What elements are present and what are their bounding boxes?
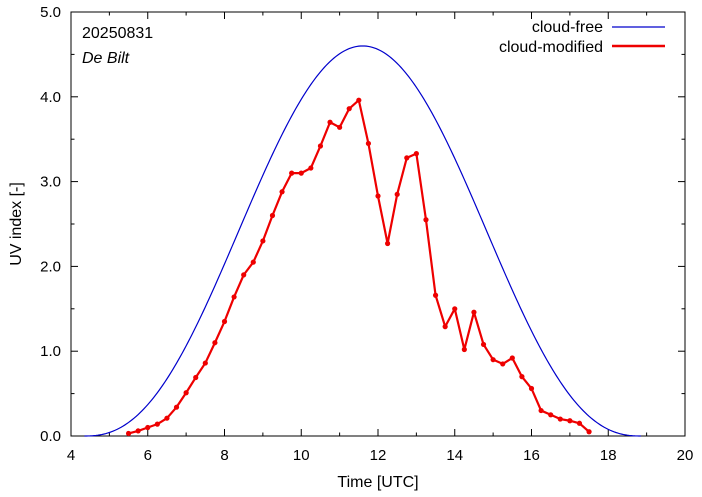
x-tick-label-4: 4 <box>67 447 75 464</box>
y-tick-label-3.0: 3.0 <box>40 174 61 191</box>
legend-label-cloud-free: cloud-free <box>532 19 603 36</box>
data-point-cloud-modified-0 <box>125 430 132 437</box>
y-tick-label-0.0: 0.0 <box>40 428 61 445</box>
data-point-cloud-modified-44 <box>548 412 554 418</box>
data-point-cloud-modified-33 <box>442 324 448 330</box>
data-point-cloud-modified-46 <box>567 418 573 424</box>
data-point-cloud-modified-48 <box>586 429 592 435</box>
data-point-cloud-modified-1 <box>135 428 141 434</box>
data-point-cloud-modified-21 <box>327 119 333 125</box>
data-point-cloud-modified-12 <box>241 272 247 278</box>
data-point-cloud-modified-23 <box>346 106 352 112</box>
data-point-cloud-modified-28 <box>394 191 400 197</box>
data-point-cloud-modified-8 <box>202 360 208 366</box>
axis-ticks <box>70 11 686 437</box>
data-point-cloud-modified-29 <box>404 155 410 161</box>
data-point-cloud-modified-47 <box>576 420 583 426</box>
data-point-cloud-modified-34 <box>452 306 458 312</box>
y-tick-label-5.0: 5.0 <box>40 4 61 21</box>
x-tick-label-10: 10 <box>293 447 310 464</box>
data-point-cloud-modified-10 <box>221 318 228 325</box>
data-point-cloud-modified-38 <box>490 357 496 363</box>
x-tick-label-16: 16 <box>523 447 540 464</box>
data-point-cloud-modified-20 <box>317 143 324 149</box>
data-point-cloud-modified-26 <box>375 193 381 199</box>
x-tick-label-20: 20 <box>677 447 694 464</box>
data-point-cloud-modified-11 <box>231 294 237 300</box>
legend-label-cloud-modified: cloud-modified <box>499 39 603 56</box>
data-point-cloud-modified-30 <box>413 151 419 157</box>
data-point-cloud-modified-42 <box>528 385 535 392</box>
tick-labels: 4 6 8 10 12 14 16 18 20 0.0 1.0 2.0 3.0 4.0 5.0 <box>40 4 693 464</box>
x-tick-label-18: 18 <box>600 447 617 464</box>
data-point-cloud-modified-31 <box>423 217 429 223</box>
data-point-cloud-modified-27 <box>384 240 391 247</box>
data-point-cloud-modified-37 <box>480 341 487 348</box>
data-point-cloud-modified-22 <box>337 124 343 130</box>
data-point-cloud-modified-25 <box>365 140 372 147</box>
x-axis-label: Time [UTC] <box>337 474 418 491</box>
date-annotation: 20250831 <box>82 25 153 42</box>
data-point-cloud-modified-40 <box>509 355 515 361</box>
data-point-cloud-modified-41 <box>519 374 525 380</box>
data-point-cloud-modified-2 <box>145 424 151 431</box>
data-point-cloud-modified-32 <box>432 292 439 298</box>
y-tick-label-2.0: 2.0 <box>40 258 61 275</box>
data-point-cloud-modified-43 <box>538 407 544 414</box>
x-tick-label-12: 12 <box>370 447 387 464</box>
data-point-cloud-modified-7 <box>193 374 199 381</box>
data-point-cloud-modified-9 <box>212 340 218 346</box>
data-point-cloud-modified-13 <box>250 259 256 265</box>
series-layer <box>84 45 641 437</box>
data-point-cloud-modified-45 <box>557 416 563 422</box>
data-point-cloud-modified-24 <box>356 97 362 103</box>
data-point-cloud-modified-3 <box>154 421 160 427</box>
data-point-cloud-modified-39 <box>500 361 506 367</box>
x-tick-label-6: 6 <box>144 447 152 464</box>
data-point-cloud-modified-6 <box>183 390 189 396</box>
location-annotation: De Bilt <box>82 50 130 67</box>
series-line-cloud-modified <box>128 99 590 435</box>
data-point-cloud-modified-14 <box>260 238 266 244</box>
plot-frame <box>70 11 686 437</box>
data-point-cloud-modified-17 <box>289 170 295 176</box>
x-tick-label-14: 14 <box>446 447 463 464</box>
series-line-cloud-free <box>84 45 641 437</box>
y-tick-label-1.0: 1.0 <box>40 343 61 360</box>
y-axis-label: UV index [-] <box>8 182 25 266</box>
data-point-cloud-modified-5 <box>173 404 180 410</box>
data-point-cloud-modified-19 <box>308 165 314 171</box>
data-point-cloud-modified-15 <box>269 212 276 219</box>
data-point-cloud-modified-35 <box>461 346 467 353</box>
data-point-cloud-modified-18 <box>298 170 304 176</box>
data-point-cloud-modified-36 <box>471 309 477 315</box>
y-tick-label-4.0: 4.0 <box>40 89 61 106</box>
x-tick-label-8: 8 <box>220 447 228 464</box>
data-point-cloud-modified-16 <box>279 189 285 195</box>
data-point-cloud-modified-4 <box>164 415 170 421</box>
legend: cloud-free cloud-modified <box>499 19 665 56</box>
